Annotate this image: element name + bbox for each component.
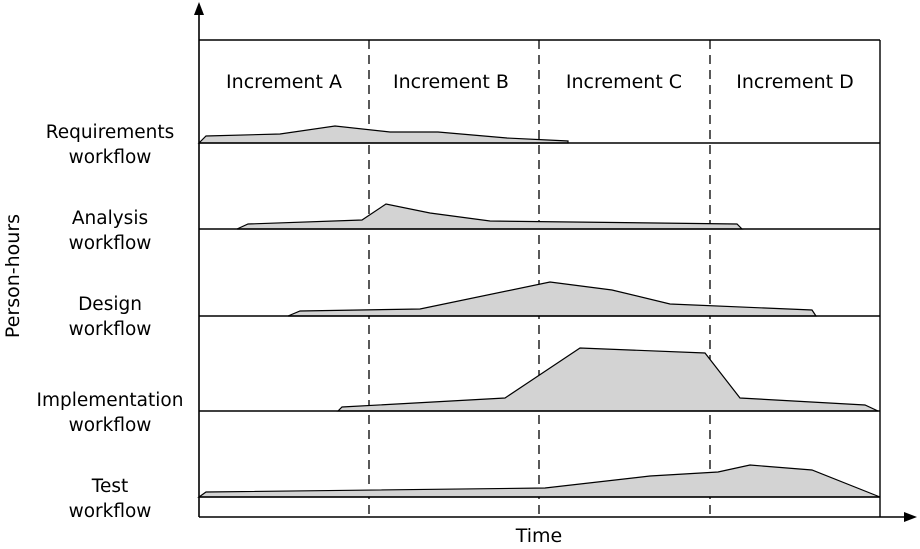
increment-label-d: Increment D	[736, 71, 854, 93]
requirements-effort-area	[197, 125, 569, 144]
workflow-label-analysis: Analysis	[72, 208, 148, 229]
analysis-effort-area	[236, 203, 744, 230]
x-axis-arrow-icon	[904, 512, 917, 522]
x-axis-label: Time	[515, 525, 563, 547]
implementation-effort-area	[336, 347, 879, 412]
increment-label-a: Increment A	[226, 71, 342, 93]
workflow-label-analysis-sub: workflow	[69, 233, 152, 254]
workflow-label-design-sub: workflow	[69, 319, 152, 340]
y-axis-arrow-icon	[194, 2, 204, 15]
workflow-label-implementation: Implementation	[37, 390, 184, 411]
workflow-label-design: Design	[78, 294, 142, 315]
workflow-label-implementation-sub: workflow	[69, 415, 152, 436]
test-effort-area	[197, 464, 881, 498]
workflow-label-test: Test	[91, 476, 128, 497]
workflow-label-requirements-sub: workflow	[69, 147, 152, 168]
y-axis-label: Person-hours	[2, 214, 24, 338]
increment-label-c: Increment C	[566, 71, 682, 93]
workflow-label-test-sub: workflow	[69, 501, 152, 522]
increment-label-b: Increment B	[393, 71, 509, 93]
workflow-label-requirements: Requirements	[46, 122, 175, 143]
design-effort-area	[287, 281, 818, 317]
